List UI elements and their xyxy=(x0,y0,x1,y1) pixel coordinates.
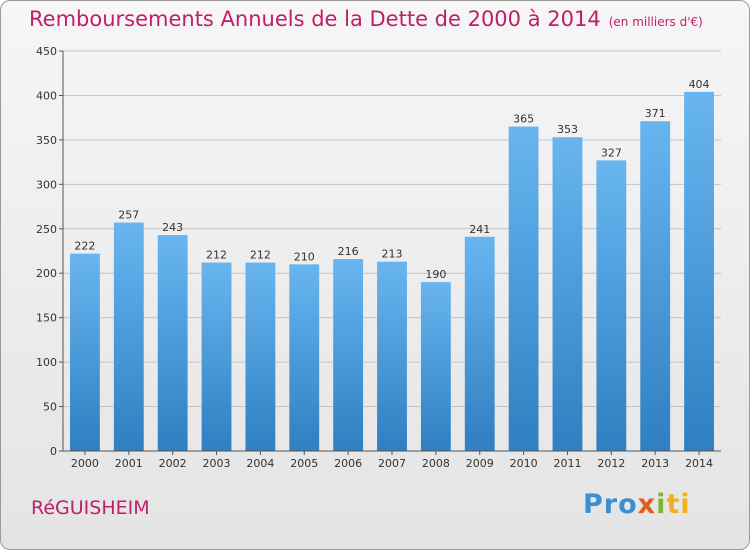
bar-value-label: 371 xyxy=(645,107,666,120)
x-tick-label: 2014 xyxy=(685,457,713,470)
bar xyxy=(113,222,144,451)
bar-value-label: 212 xyxy=(250,249,271,262)
x-tick-label: 2000 xyxy=(71,457,99,470)
bars xyxy=(70,91,714,452)
y-tick-label: 250 xyxy=(36,223,57,236)
bar xyxy=(596,160,627,452)
x-tick-label: 2001 xyxy=(115,457,143,470)
city-name: RéGUISHEIM xyxy=(31,497,150,519)
y-tick-label: 100 xyxy=(36,356,57,369)
x-tick-label: 2006 xyxy=(334,457,362,470)
bar xyxy=(333,259,364,451)
y-tick-label: 350 xyxy=(36,134,57,147)
bar xyxy=(289,264,320,451)
bar xyxy=(245,262,276,451)
bar xyxy=(640,121,671,451)
bar-value-label: 210 xyxy=(294,250,315,263)
chart-title-text: Remboursements Annuels de la Dette de 20… xyxy=(29,7,601,31)
y-tick-label: 300 xyxy=(36,178,57,191)
bar-value-label: 213 xyxy=(382,248,403,261)
chart-subtitle: (en milliers d'€) xyxy=(608,15,703,29)
bar-value-label: 365 xyxy=(513,113,534,126)
axes xyxy=(59,50,721,455)
y-tick-label: 400 xyxy=(36,89,57,102)
bar xyxy=(157,235,188,451)
y-tick-label: 150 xyxy=(36,312,57,325)
bar-value-label: 212 xyxy=(206,249,227,262)
bar xyxy=(420,282,451,451)
x-tick-label: 2003 xyxy=(203,457,231,470)
x-tick-label: 2005 xyxy=(290,457,318,470)
bar xyxy=(552,137,583,451)
bar-value-label: 241 xyxy=(469,223,490,236)
logo-part-2: x xyxy=(637,489,657,520)
tick-labels: 0 50 100 150 200 250 300 350 400 450 222 2000 257 200… xyxy=(36,45,713,470)
logo-part-1: Pro xyxy=(583,489,638,520)
bar xyxy=(508,126,539,452)
bar-value-label: 257 xyxy=(118,209,139,222)
y-tick-label: 450 xyxy=(36,45,57,58)
bar-value-label: 190 xyxy=(425,268,446,281)
x-tick-label: 2012 xyxy=(597,457,625,470)
bar xyxy=(70,253,100,451)
x-tick-label: 2002 xyxy=(159,457,187,470)
bar-value-label: 222 xyxy=(74,240,95,253)
bar-value-label: 404 xyxy=(689,78,710,91)
x-tick-label: 2010 xyxy=(510,457,538,470)
y-tick-label: 50 xyxy=(43,401,57,414)
x-tick-label: 2011 xyxy=(553,457,581,470)
x-tick-label: 2007 xyxy=(378,457,406,470)
bar-value-label: 353 xyxy=(557,123,578,136)
bar xyxy=(684,91,714,451)
bar xyxy=(201,262,232,451)
bar xyxy=(464,236,495,451)
logo-part-3: i xyxy=(656,489,667,520)
bar xyxy=(377,261,407,451)
bar-value-label: 327 xyxy=(601,146,622,159)
x-tick-label: 2009 xyxy=(466,457,494,470)
proxiti-logo[interactable]: Proxiti xyxy=(583,489,691,520)
bar-value-label: 243 xyxy=(162,221,183,234)
logo-part-4: ti xyxy=(666,489,691,520)
x-tick-label: 2004 xyxy=(246,457,274,470)
x-tick-label: 2013 xyxy=(641,457,669,470)
chart-title: Remboursements Annuels de la Dette de 20… xyxy=(29,7,703,31)
bar-value-label: 216 xyxy=(338,245,359,258)
y-tick-label: 200 xyxy=(36,267,57,280)
y-tick-label: 0 xyxy=(50,445,57,458)
x-tick-label: 2008 xyxy=(422,457,450,470)
